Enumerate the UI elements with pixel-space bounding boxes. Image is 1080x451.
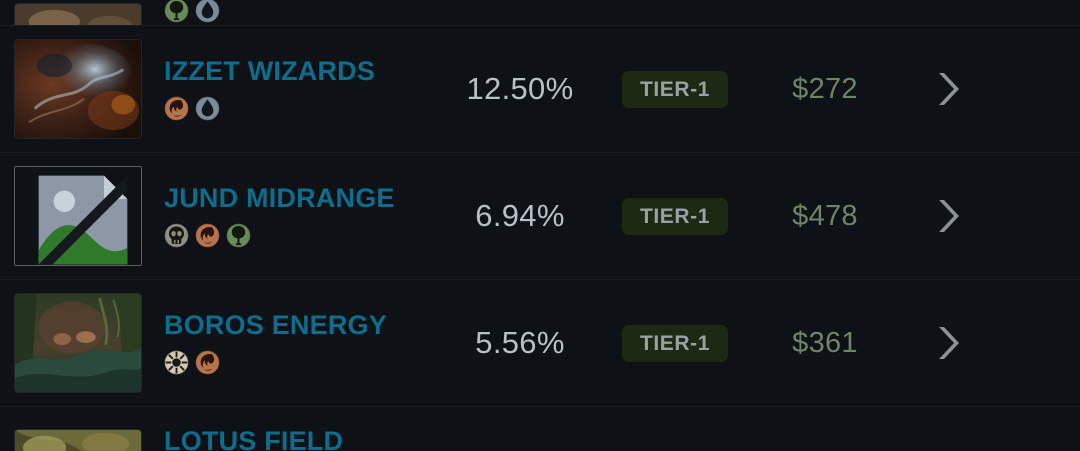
deck-row[interactable] [0,0,1080,26]
deck-thumbnail-wrap[interactable] [14,429,142,451]
tier-badge: TIER-1 [621,324,729,362]
mana-symbol-row [164,222,440,248]
deck-price-value: $361 [792,326,858,359]
deck-details-button[interactable] [900,194,1080,238]
tier-badge: TIER-1 [621,70,729,108]
tier-cell: TIER-1 [600,324,750,362]
deck-art-thumbnail[interactable] [14,429,142,451]
deck-name-link[interactable]: JUND MIDRANGE [164,183,395,214]
chevron-right-icon[interactable] [930,321,964,365]
meta-share-value: 12.50% [466,71,574,106]
deck-name-cell [164,0,440,25]
meta-share-value: 5.56% [475,325,565,360]
mana-green-tree-icon [164,0,189,23]
deck-row[interactable]: LOTUS FIELD [0,407,1080,451]
deck-art-thumbnail[interactable] [14,293,142,393]
deck-thumbnail-wrap[interactable] [14,166,142,266]
mana-red-fire-icon [164,95,189,121]
tier-badge: TIER-1 [621,197,729,235]
deck-details-button[interactable] [900,321,1080,365]
meta-share-value: 6.94% [475,198,565,233]
broken-image-icon [38,175,128,265]
deck-thumbnail-wrap[interactable] [14,39,142,139]
deck-thumbnail-wrap[interactable] [14,293,142,393]
deck-name-cell: LOTUS FIELD [164,407,440,451]
tier-cell: TIER-1 [600,70,750,108]
deck-price-value: $272 [792,72,858,105]
mana-symbol-row [164,0,440,23]
deck-art-thumbnail[interactable] [14,3,142,25]
broken-image-placeholder [14,166,142,266]
deck-art-thumbnail[interactable] [14,39,142,139]
deck-price-value: $478 [792,199,858,232]
mana-symbol-row [164,349,440,375]
mana-red-fire-icon [195,222,220,248]
chevron-right-icon[interactable] [930,194,964,238]
chevron-right-icon[interactable] [930,67,964,111]
deck-name-link[interactable]: IZZET WIZARDS [164,56,376,87]
mana-green-tree-icon [226,222,251,248]
deck-name-cell: JUND MIDRANGE [164,183,440,248]
mana-blue-droplet-icon [195,95,220,121]
deck-name-cell: BOROS ENERGY [164,310,440,375]
mana-symbol-row [164,95,440,121]
mana-blue-droplet-icon [195,0,220,23]
deck-name-cell: IZZET WIZARDS [164,56,440,121]
tier-cell: TIER-1 [600,197,750,235]
deck-name-link[interactable]: BOROS ENERGY [164,310,387,341]
mana-black-skull-icon [164,222,189,248]
deck-row[interactable]: BOROS ENERGY 5.56% TIER-1 $361 [0,280,1080,407]
mana-white-sun-icon [164,349,189,375]
deck-details-button[interactable] [900,67,1080,111]
mana-red-fire-icon [195,349,220,375]
deck-row[interactable]: IZZET WIZARDS 12.50% TIER-1 $272 [0,26,1080,153]
deck-name-link[interactable]: LOTUS FIELD [164,426,344,451]
deck-thumbnail-wrap[interactable] [14,3,142,25]
deck-row[interactable]: JUND MIDRANGE 6.94% TIER-1 $478 [0,153,1080,280]
